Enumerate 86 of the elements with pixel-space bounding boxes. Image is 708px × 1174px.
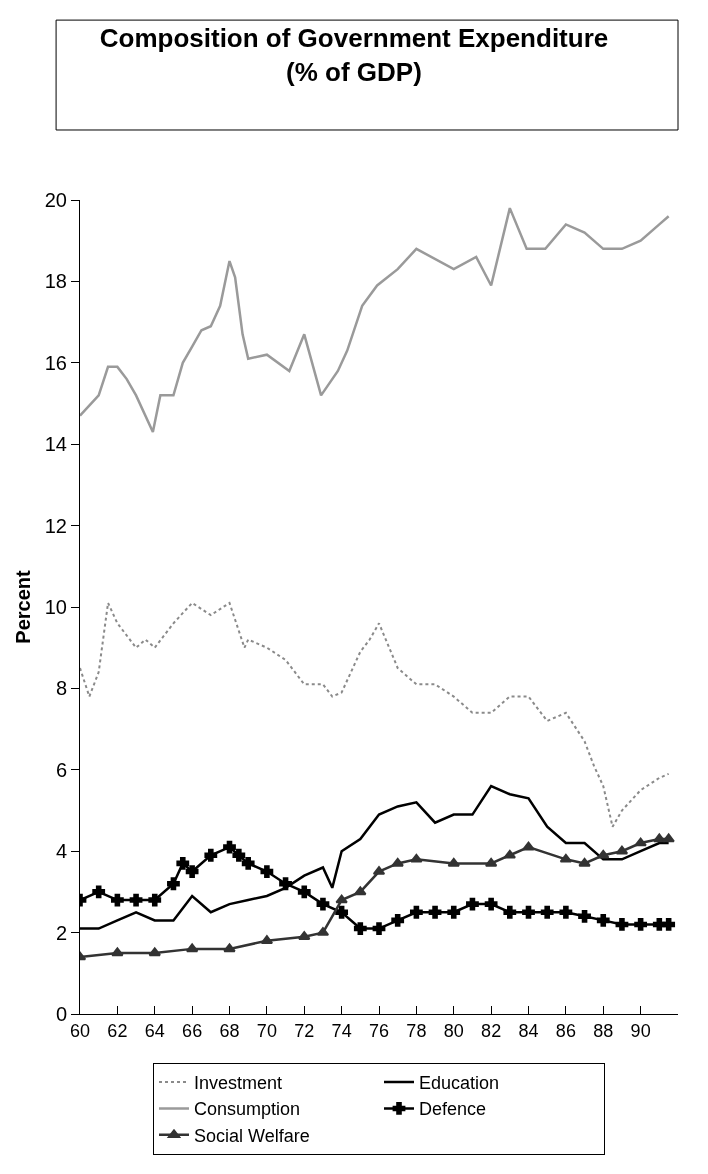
x-tick-label: 90 [630, 1020, 651, 1041]
point [409, 905, 423, 919]
legend-label: Education [419, 1073, 500, 1094]
point [335, 894, 348, 904]
legend-label: Social Welfare [194, 1125, 310, 1146]
x-tick-label: 62 [107, 1020, 128, 1041]
point [522, 841, 535, 851]
point [428, 905, 442, 919]
x-tick-label: 72 [294, 1020, 315, 1041]
y-tick-label: 8 [55, 677, 67, 700]
point [372, 922, 386, 935]
point [335, 905, 349, 919]
y-tick-label: 6 [55, 758, 67, 781]
y-tick-label: 2 [55, 921, 67, 944]
point [559, 905, 573, 919]
x-tick-label: 82 [481, 1020, 502, 1041]
chart-title: Composition of Government Expenditure (% of GDP) [99, 22, 609, 87]
point [597, 849, 610, 859]
x-tick-label: 76 [368, 1020, 390, 1041]
point [634, 837, 647, 847]
point [241, 857, 255, 870]
point [176, 857, 190, 870]
point [540, 905, 554, 919]
point [92, 885, 106, 899]
line-series [80, 601, 670, 828]
point [223, 943, 236, 953]
point [110, 893, 124, 907]
point [447, 905, 461, 919]
point [615, 845, 629, 855]
x-tick-label: 60 [69, 1020, 91, 1041]
x-tick-label: 66 [182, 1020, 203, 1041]
y-tick-label: 4 [55, 840, 67, 863]
point [297, 885, 311, 899]
point [484, 857, 498, 867]
point [223, 840, 236, 854]
point [148, 893, 162, 907]
y-axis-title: Percent [12, 569, 34, 644]
point [503, 849, 517, 859]
y-tick-label: 14 [44, 433, 67, 456]
point [559, 853, 573, 863]
legend-label: Consumption [194, 1099, 301, 1120]
point [148, 947, 161, 957]
point [167, 877, 180, 891]
point [410, 853, 423, 863]
point [596, 913, 610, 927]
y-tick-label: 16 [44, 351, 67, 374]
point [279, 877, 292, 891]
y-tick-label: 12 [44, 514, 67, 537]
point [578, 909, 591, 923]
point [353, 922, 367, 935]
point [484, 897, 498, 911]
point [260, 865, 274, 878]
y-tick-label: 20 [44, 189, 67, 211]
point [232, 848, 246, 862]
point [316, 897, 330, 911]
x-tick-label: 84 [518, 1020, 539, 1041]
point [129, 893, 143, 907]
x-tick-label: 64 [144, 1020, 165, 1041]
x-tick-label: 88 [593, 1020, 614, 1041]
point [111, 947, 124, 957]
line-series [80, 206, 670, 434]
point [466, 897, 479, 911]
point [578, 857, 591, 867]
point [391, 857, 404, 867]
point [185, 865, 199, 878]
x-tick-label: 74 [331, 1020, 352, 1041]
x-tick-label: 70 [256, 1020, 277, 1041]
y-tick-label: 10 [44, 596, 67, 618]
x-tick-label: 68 [219, 1020, 240, 1041]
legend-label: Investment [194, 1073, 283, 1094]
y-tick-label: 0 [55, 1003, 67, 1025]
point [447, 857, 460, 867]
point [185, 943, 199, 953]
y-tick-label: 18 [44, 270, 67, 293]
legend-label: Defence [419, 1099, 487, 1120]
point [615, 918, 629, 931]
point [522, 905, 535, 919]
point [503, 905, 517, 919]
point [634, 918, 648, 931]
x-tick-label: 78 [406, 1020, 427, 1041]
point [662, 918, 676, 931]
x-tick-label: 86 [555, 1020, 576, 1041]
x-tick-label: 80 [443, 1020, 464, 1041]
point [354, 886, 367, 896]
point [204, 848, 218, 862]
point [391, 913, 405, 927]
